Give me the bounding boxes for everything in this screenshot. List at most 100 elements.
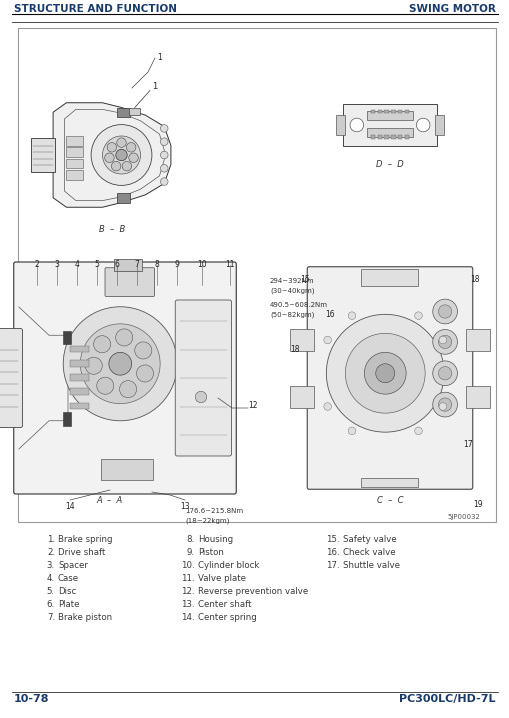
Circle shape <box>102 136 140 174</box>
Circle shape <box>126 143 135 152</box>
Circle shape <box>323 403 331 410</box>
Polygon shape <box>53 103 171 208</box>
Circle shape <box>97 377 114 394</box>
Text: 4: 4 <box>74 260 79 269</box>
Circle shape <box>414 312 421 320</box>
Circle shape <box>160 125 168 132</box>
Bar <box>384 110 388 113</box>
Text: 10.: 10. <box>181 561 194 570</box>
Text: 8.: 8. <box>186 535 194 544</box>
Text: 15.: 15. <box>326 535 340 544</box>
Bar <box>465 329 489 351</box>
Circle shape <box>85 357 102 374</box>
Bar <box>290 329 314 351</box>
Bar <box>404 110 408 113</box>
Text: SWING MOTOR: SWING MOTOR <box>408 4 495 14</box>
Text: 19: 19 <box>472 500 482 509</box>
Text: Center spring: Center spring <box>197 613 256 622</box>
Circle shape <box>107 143 117 152</box>
Bar <box>404 135 408 139</box>
Text: 11.: 11. <box>181 574 194 583</box>
Text: 11: 11 <box>225 260 234 269</box>
Text: 2.: 2. <box>47 548 55 557</box>
Bar <box>377 135 381 139</box>
Circle shape <box>363 353 405 394</box>
Text: 17.: 17. <box>326 561 340 570</box>
Circle shape <box>326 314 443 432</box>
Text: 18: 18 <box>469 275 479 284</box>
Circle shape <box>432 392 457 417</box>
Circle shape <box>160 164 168 172</box>
Text: 2: 2 <box>35 260 39 269</box>
Text: STRUCTURE AND FUNCTION: STRUCTURE AND FUNCTION <box>14 4 177 14</box>
Text: Cylinder block: Cylinder block <box>197 561 259 570</box>
Text: 14: 14 <box>65 502 75 511</box>
Circle shape <box>345 333 425 413</box>
Circle shape <box>134 342 152 359</box>
Text: Case: Case <box>58 574 79 583</box>
FancyBboxPatch shape <box>14 262 236 494</box>
Text: 16: 16 <box>325 310 334 319</box>
Bar <box>70 360 89 367</box>
Circle shape <box>119 381 136 398</box>
Text: Piston: Piston <box>197 548 223 557</box>
Text: (30~40kgm): (30~40kgm) <box>269 288 314 294</box>
Circle shape <box>375 364 394 383</box>
FancyBboxPatch shape <box>306 267 472 489</box>
Text: 10: 10 <box>197 260 207 269</box>
Text: Plate: Plate <box>58 600 79 609</box>
Bar <box>377 110 381 113</box>
Circle shape <box>104 153 114 162</box>
Text: 10-78: 10-78 <box>14 694 49 704</box>
Bar <box>70 345 89 353</box>
Text: Brake spring: Brake spring <box>58 535 112 544</box>
Text: D  –  D: D – D <box>376 160 403 169</box>
Circle shape <box>323 336 331 344</box>
Text: Shuttle valve: Shuttle valve <box>343 561 399 570</box>
Circle shape <box>111 162 121 171</box>
Circle shape <box>116 149 127 161</box>
Bar <box>114 259 142 271</box>
Text: 1: 1 <box>152 82 157 91</box>
Text: 3.: 3. <box>47 561 55 570</box>
Circle shape <box>438 367 451 380</box>
Bar <box>31 138 55 172</box>
Circle shape <box>432 299 457 324</box>
Text: Drive shaft: Drive shaft <box>58 548 105 557</box>
Text: 490.5~608.2Nm: 490.5~608.2Nm <box>269 302 327 308</box>
Circle shape <box>117 138 126 147</box>
Bar <box>66 170 83 180</box>
Text: 15: 15 <box>300 275 309 284</box>
Text: 1: 1 <box>157 53 162 62</box>
Bar <box>117 193 130 202</box>
Circle shape <box>349 118 363 132</box>
Bar <box>336 115 344 135</box>
Bar <box>361 269 418 286</box>
Circle shape <box>195 391 206 403</box>
Bar <box>366 111 413 120</box>
Text: 9: 9 <box>174 260 179 269</box>
Circle shape <box>63 307 177 421</box>
Text: Spacer: Spacer <box>58 561 88 570</box>
Bar <box>66 147 83 157</box>
Circle shape <box>136 365 153 382</box>
Bar <box>361 477 418 488</box>
Circle shape <box>415 118 429 132</box>
Bar <box>70 388 89 395</box>
Bar <box>465 386 489 409</box>
Bar <box>370 110 375 113</box>
Circle shape <box>160 138 168 146</box>
Text: A  –  A: A – A <box>97 496 123 505</box>
Bar <box>384 135 388 139</box>
FancyBboxPatch shape <box>105 268 154 297</box>
Text: 1.: 1. <box>47 535 55 544</box>
Text: Center shaft: Center shaft <box>197 600 251 609</box>
Text: 5JP00032: 5JP00032 <box>446 514 479 520</box>
FancyBboxPatch shape <box>175 300 231 456</box>
Bar <box>390 110 395 113</box>
Circle shape <box>91 125 152 185</box>
Circle shape <box>160 178 168 185</box>
Bar <box>18 28 495 522</box>
Text: 18: 18 <box>290 345 299 354</box>
Bar <box>70 403 89 409</box>
